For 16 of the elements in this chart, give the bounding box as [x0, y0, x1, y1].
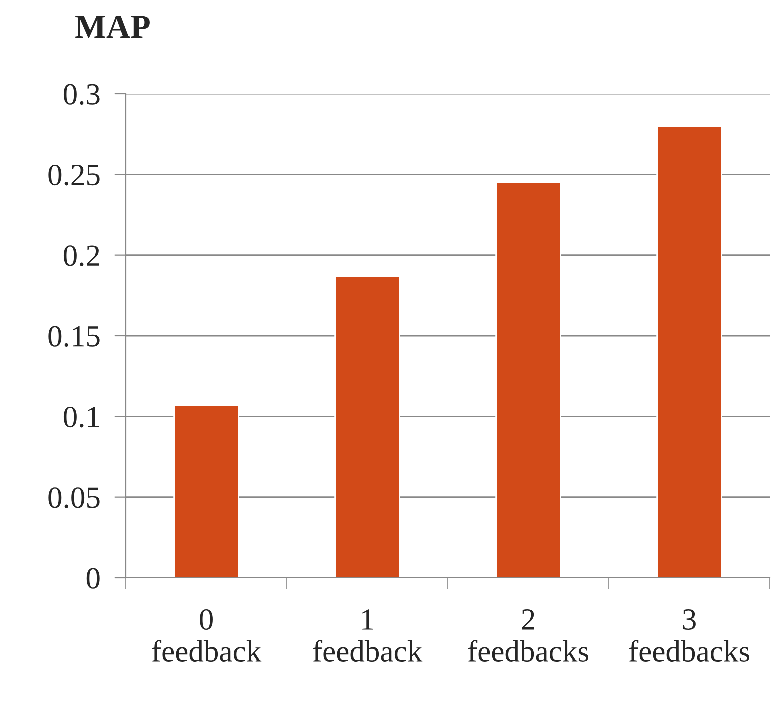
- bar: [496, 182, 562, 578]
- bar: [656, 126, 722, 578]
- x-tick-label: 1 feedback: [313, 610, 423, 662]
- y-tick-label: 0.3: [64, 84, 100, 106]
- y-tick-label: 0.05: [48, 488, 100, 508]
- bar: [174, 404, 240, 578]
- y-tick-label: 0: [86, 568, 100, 589]
- bar: [334, 276, 400, 578]
- y-tick-label: 0.1: [64, 406, 100, 428]
- y-axis-title: MAP: [76, 16, 150, 38]
- y-tick-label: 0.2: [64, 246, 100, 266]
- x-tick-label: 0 feedback: [152, 609, 262, 662]
- y-tick-label: 0.15: [48, 326, 100, 348]
- x-tick-label: 2 feedbacks: [468, 610, 588, 662]
- y-tick-label: 0.25: [48, 164, 100, 186]
- x-tick-label: 3 feedbacks: [629, 610, 750, 662]
